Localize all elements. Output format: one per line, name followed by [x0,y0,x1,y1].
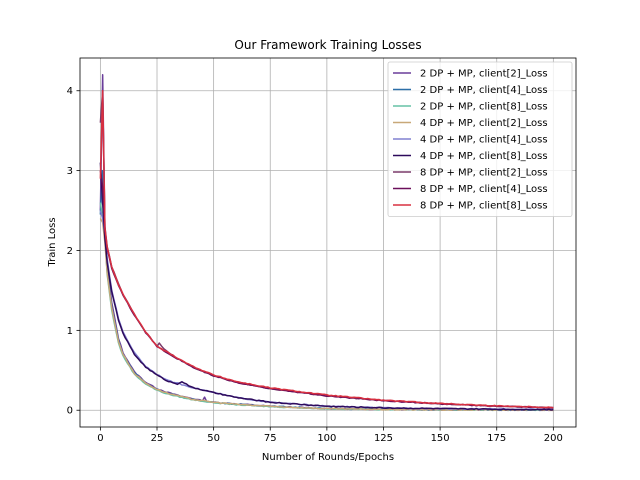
plot-frame [79,57,577,428]
x-tick-label: 150 [431,433,450,444]
legend-label: 2 DP + MP, client[8]_Loss [420,102,548,113]
legend-label: 4 DP + MP, client[4]_Loss [420,135,548,146]
x-tick-label: 125 [374,433,393,444]
legend-label: 4 DP + MP, client[8]_Loss [420,151,548,162]
y-tick-label: 2 [67,246,73,257]
y-ticks: 0 1 2 3 4 [67,86,80,417]
x-tick-label: 0 [97,433,103,444]
legend-label: 2 DP + MP, client[4]_Loss [420,85,548,96]
series-line-6 [99,162,554,411]
series-lines [99,74,554,412]
x-tick-label: 25 [151,433,164,444]
y-tick-label: 4 [67,86,73,97]
legend-label: 8 DP + MP, client[8]_Loss [420,201,548,212]
x-tick-label: 175 [487,433,506,444]
legend-label: 8 DP + MP, client[4]_Loss [420,184,548,195]
y-tick-label: 0 [67,406,73,417]
legend-box [387,61,573,217]
legend-label: 4 DP + MP, client[2]_Loss [420,118,548,129]
x-axis-label: Number of Rounds/Epochs [262,452,394,463]
legend-label: 2 DP + MP, client[2]_Loss [420,69,548,80]
x-tick-label: 100 [317,433,336,444]
y-tick-label: 1 [67,326,73,337]
x-tick-label: 50 [207,433,220,444]
chart-title: Our Framework Training Losses [234,38,421,52]
x-tick-label: 75 [264,433,277,444]
legend: 2 DP + MP, client[2]_Loss 2 DP + MP, clie… [387,61,573,217]
legend-label: 8 DP + MP, client[2]_Loss [420,168,548,179]
y-axis-label: Train Loss [47,217,58,267]
x-tick-label: 200 [544,433,563,444]
series-line-9 [99,90,554,409]
x-ticks: 0 25 50 75 100 125 150 175 200 [97,427,563,444]
y-tick-label: 3 [67,166,73,177]
